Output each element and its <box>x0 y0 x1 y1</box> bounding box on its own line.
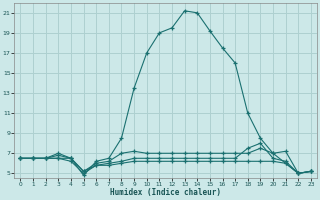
X-axis label: Humidex (Indice chaleur): Humidex (Indice chaleur) <box>110 188 221 197</box>
